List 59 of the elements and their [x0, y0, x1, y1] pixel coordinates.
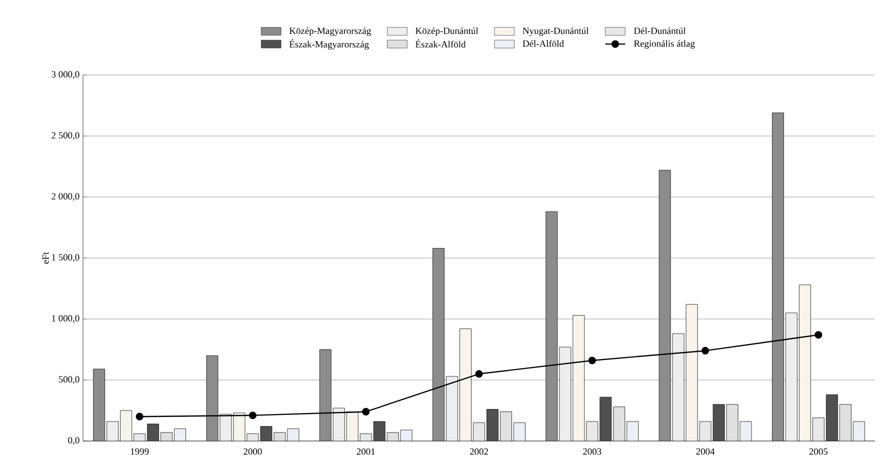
bar [852, 421, 865, 441]
bar [572, 315, 584, 441]
bar [500, 412, 512, 441]
bar [106, 421, 118, 441]
x-tick-label: 2005 [809, 448, 828, 455]
bar [786, 312, 798, 441]
bar [120, 410, 132, 441]
point [702, 346, 710, 355]
bar [473, 422, 485, 441]
point [136, 412, 144, 420]
x-tick-label: 2004 [696, 448, 715, 455]
bar [613, 406, 625, 441]
bar [446, 376, 458, 441]
x-tick-label: 1999 [130, 448, 149, 455]
bar [174, 428, 186, 441]
point [588, 356, 596, 364]
bar [147, 424, 159, 441]
legend-label: Közép-Magyarország [289, 27, 371, 36]
point [248, 412, 257, 420]
point [362, 408, 370, 416]
legend-label: Regionális átlag [634, 40, 695, 49]
bar [826, 394, 838, 441]
y-axis-title: eFt [42, 252, 49, 264]
y-tick-label: 500,0 [58, 376, 80, 384]
bar [713, 404, 725, 441]
legend-label: Észak-Magyarország [289, 39, 369, 50]
legend-label: Közép-Dunántúl [416, 27, 478, 36]
y-tick-label: 2 000,0 [52, 193, 80, 201]
point [814, 331, 822, 339]
x-tick-label: 2003 [583, 448, 602, 455]
y-tick-label: 1 000,0 [52, 315, 80, 323]
bar [686, 304, 698, 441]
legend-label: Dél-Dunántúl [634, 27, 686, 34]
x-tick-label: 2002 [470, 448, 488, 455]
bar [812, 418, 824, 441]
bar [460, 328, 472, 441]
x-tick-label: 2001 [356, 448, 375, 455]
bar [839, 404, 852, 441]
legend-label: Nyugat-Dunántúl [522, 27, 589, 36]
bar [726, 404, 738, 441]
bar [374, 421, 386, 441]
bar [486, 409, 498, 441]
legend-label: Dél-Alföld [522, 40, 564, 47]
bar [586, 421, 598, 441]
bar [600, 397, 612, 441]
y-tick-label: 0,0 [68, 437, 80, 445]
x-tick-label: 2000 [244, 448, 262, 455]
bar [672, 334, 684, 441]
point [475, 370, 483, 378]
bar [514, 422, 526, 441]
bar [626, 421, 638, 441]
bar [333, 408, 345, 441]
bar [559, 347, 571, 441]
legend-label: Észak-Alföld [416, 39, 466, 48]
bar [346, 412, 358, 441]
y-tick-label: 2 500,0 [52, 132, 80, 140]
y-tick-label: 3 000,0 [52, 71, 80, 79]
y-tick-label: 1 500,0 [52, 254, 80, 262]
bar [798, 284, 811, 441]
